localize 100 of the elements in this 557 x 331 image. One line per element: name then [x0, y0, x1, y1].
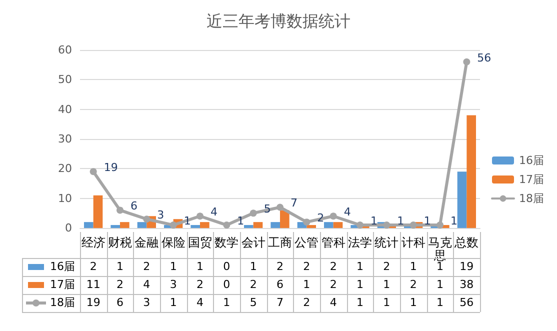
data-label: 6	[276, 278, 284, 292]
text: 4	[210, 206, 218, 219]
x-tick-label: 保险	[161, 236, 186, 250]
bar	[84, 222, 94, 228]
data-label: 1	[408, 296, 418, 310]
data-label: 3	[142, 296, 152, 310]
legend-label: 17届	[519, 173, 544, 186]
data-label: 2	[276, 260, 284, 274]
text: 1	[450, 214, 458, 228]
data-label: 11	[85, 278, 102, 292]
data-label: 4	[328, 296, 338, 310]
data-label: 2	[328, 260, 338, 274]
data-label: 5	[248, 296, 258, 310]
y-tick-label: 50	[58, 73, 72, 86]
text: 1	[397, 214, 404, 228]
legend-label: 16届	[50, 260, 75, 274]
point	[303, 218, 310, 226]
x-tick-label: 数学	[214, 236, 239, 250]
y-tick-label: 20	[58, 162, 72, 176]
data-label: 2	[382, 260, 392, 274]
point	[410, 222, 417, 229]
data-label: 1	[356, 296, 364, 310]
y-tick-label: 10	[58, 192, 72, 205]
data-label: 1	[436, 296, 444, 310]
data-label: 2	[328, 278, 338, 292]
x-tick-label: 国贸	[188, 236, 212, 250]
x-tick-label: 计科	[401, 236, 426, 250]
data-label: 1	[222, 296, 232, 310]
data-label: 56	[458, 296, 475, 310]
data-label: 38	[458, 278, 475, 292]
text: 18届	[50, 296, 75, 309]
bar	[137, 222, 147, 228]
bar	[324, 222, 334, 228]
text: 19	[104, 161, 118, 174]
x-tick-label: 公管	[294, 236, 319, 250]
text: 2	[317, 212, 324, 225]
bar	[190, 225, 200, 228]
data-label: 1	[302, 278, 312, 292]
data-label: 1	[116, 260, 124, 274]
data-label: 3	[168, 278, 178, 292]
y-tick-label: 60	[58, 44, 72, 56]
text: 56	[477, 51, 492, 64]
x-tick-label: 总数	[454, 236, 479, 250]
y-tick-label: 40	[58, 102, 72, 116]
data-label: 1	[168, 296, 178, 310]
data-label: 4	[196, 296, 204, 310]
bar	[457, 172, 467, 228]
x-tick-label: 法学	[348, 236, 372, 250]
point	[223, 222, 230, 229]
text: 6	[130, 200, 138, 213]
data-label: 2	[88, 260, 98, 274]
data-label: 1	[356, 260, 364, 274]
data-label: 1	[248, 260, 258, 274]
data-label: 7	[276, 296, 284, 310]
point	[436, 222, 444, 229]
point	[383, 222, 390, 229]
bar	[110, 225, 120, 228]
text: 1	[184, 214, 191, 228]
text: 1	[424, 214, 431, 228]
data-label: 1	[196, 260, 204, 274]
data-label: 19	[458, 260, 475, 274]
text: 7	[290, 196, 298, 210]
text: 4	[344, 206, 351, 219]
data-label: 0	[222, 260, 232, 274]
y-tick-label: 30	[58, 132, 72, 146]
bar	[333, 222, 343, 228]
bar	[93, 195, 103, 228]
data-label: 0	[222, 278, 232, 292]
data-label: 1	[408, 260, 418, 274]
chart-title: 近三年考博数据统计	[206, 12, 350, 30]
y-tick-label: 0	[65, 222, 72, 234]
x-tick-label: 经济	[81, 236, 106, 250]
text: 5	[264, 202, 271, 216]
data-label: 1	[436, 278, 444, 292]
x-tick-label: 财税	[108, 236, 132, 250]
point	[196, 212, 204, 220]
data-label: 1	[382, 278, 392, 292]
x-tick-label: 统计	[374, 236, 399, 250]
data-label: 2	[116, 278, 124, 292]
text: 17届	[50, 278, 75, 291]
legend-label: 18届	[519, 192, 544, 205]
data-label: 1	[382, 296, 392, 310]
data-label: 1	[356, 278, 364, 292]
point	[90, 168, 97, 176]
data-label: 2	[142, 260, 152, 274]
data-label: 2	[248, 278, 258, 292]
bar	[270, 222, 280, 228]
point	[116, 206, 124, 214]
point	[143, 216, 150, 223]
point	[356, 222, 364, 229]
point	[170, 222, 177, 229]
data-label: 4	[142, 278, 152, 292]
x-tick-label: 工商	[268, 236, 292, 250]
x-tick-label: 会计	[241, 236, 266, 250]
data-label: 19	[85, 296, 102, 310]
bar	[280, 210, 290, 228]
x-tick-label: 管科	[321, 236, 346, 250]
x-tick-label: 金融	[134, 236, 159, 250]
bar	[120, 222, 130, 228]
text: 16届	[519, 154, 544, 167]
